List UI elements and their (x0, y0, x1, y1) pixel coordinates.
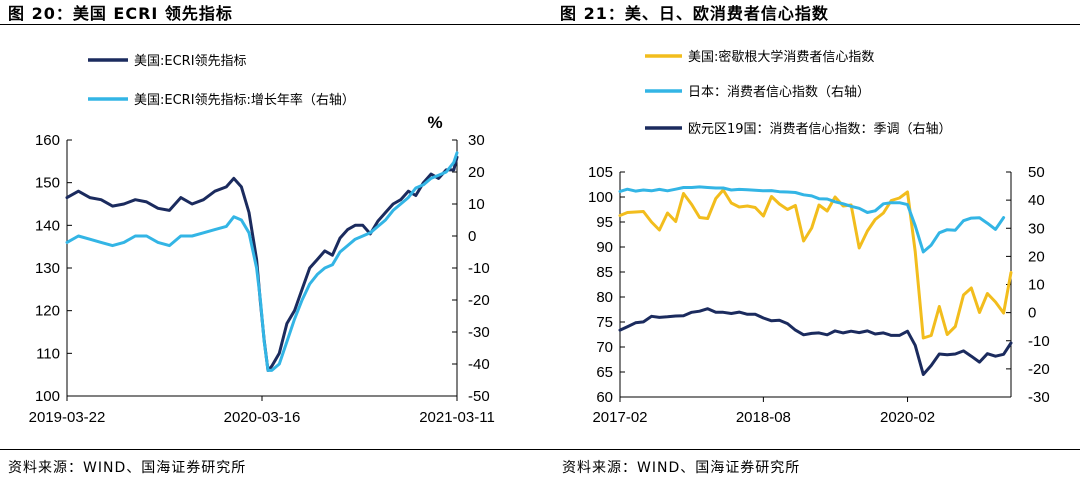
y-tick-label-left: 110 (36, 345, 60, 362)
title-rule (540, 24, 1080, 25)
title-rule (0, 24, 540, 25)
x-tick-label: 2019-03-22 (29, 409, 106, 426)
x-tick-label: 2021-03-11 (419, 409, 495, 426)
y-tick-label-left: 80 (596, 289, 613, 306)
ecri-chart: 100 110 120 130 140 150 160 -50 -40 -30 -20 -10 0 10 2… (29, 54, 495, 426)
source-note: 资料来源：WIND、国海证券研究所 (562, 460, 801, 476)
y-tick-label-right: -10 (1028, 333, 1050, 350)
y-tick-label-left: 90 (596, 239, 613, 256)
x-tick-label: 2018-08 (736, 409, 791, 426)
y-tick-label-left: 100 (588, 189, 613, 206)
y-tick-label-left: 85 (596, 264, 613, 281)
y-tick-label-right: 0 (468, 228, 476, 245)
y-tick-label-right: -20 (1028, 361, 1050, 378)
y-tick-label-left: 150 (35, 175, 60, 192)
y-tick-label-left: 60 (596, 389, 613, 406)
y-tick-label-right: -20 (468, 292, 490, 309)
source-rule (540, 449, 1080, 450)
y-tick-label-right: 50 (1028, 164, 1045, 181)
y-tick-label-right: 40 (1028, 192, 1045, 209)
legend-label: 美国:密歇根大学消费者信心指数 (688, 49, 874, 65)
panel-ecri: 图 20：美国 ECRI 领先指标 100 110 120 130 140 150 160-… (0, 4, 540, 476)
y-tick-label-right: 10 (468, 196, 485, 213)
y-tick-label-right: 20 (468, 164, 485, 181)
y-tick-label-left: 75 (596, 314, 613, 331)
series-line (618, 307, 1013, 376)
source-rule (0, 449, 540, 450)
y-tick-label-left: 120 (35, 303, 60, 320)
y-tick-label-left: 70 (596, 339, 613, 356)
legend-label: 日本：消费者信心指数（右轴） (688, 85, 870, 100)
figure-title: 图 21：美、日、欧消费者信心指数 (560, 4, 829, 23)
y-tick-label-right: 0 (1028, 305, 1036, 322)
y-tick-label-right: -30 (1028, 389, 1050, 406)
panel-consumer-confidence: 图 21：美、日、欧消费者信心指数 60 65 70 75 80 85 90 95 100 105… (540, 0, 1080, 480)
source-note: 资料来源：WIND、国海证券研究所 (8, 460, 247, 476)
y-tick-label-left: 160 (35, 132, 60, 149)
series-line (65, 151, 459, 372)
legend-label: 美国:ECRI领先指标:增长年率（右轴） (134, 92, 355, 108)
series-line (618, 188, 1013, 340)
x-tick-label: 2017-02 (592, 409, 647, 426)
y-tick-label-left: 140 (35, 217, 60, 234)
y2-unit-label: % (427, 113, 442, 132)
y-tick-label-left: 100 (35, 388, 60, 405)
x-tick-label: 2020-03-16 (224, 409, 301, 426)
y-tick-label-right: -30 (468, 324, 490, 341)
series-line (65, 155, 459, 372)
y-tick-label-left: 65 (596, 364, 613, 381)
x-tick-label: 2020-02 (880, 409, 935, 426)
y-tick-label-right: -50 (468, 388, 490, 405)
y-tick-label-right: 30 (468, 132, 485, 149)
series-line (618, 185, 1006, 254)
y-tick-label-right: -40 (468, 356, 490, 373)
y-tick-label-left: 105 (588, 164, 613, 181)
legend-label: 欧元区19国：消费者信心指数：季调（右轴） (688, 122, 952, 137)
y-tick-label-left: 95 (596, 214, 613, 231)
consumer-confidence-chart: 60 65 70 75 80 85 90 95 100 105 -30 -20 -10 0 10 20 30 40… (588, 49, 1050, 426)
y-tick-label-right: 10 (1028, 277, 1045, 294)
y-tick-label-left: 130 (35, 260, 60, 277)
figure-title: 图 20：美国 ECRI 领先指标 (8, 4, 233, 23)
y-tick-label-right: -10 (468, 260, 490, 277)
y-tick-label-right: 30 (1028, 220, 1045, 237)
legend-label: 美国:ECRI领先指标 (134, 54, 247, 69)
y-tick-label-right: 20 (1028, 248, 1045, 265)
